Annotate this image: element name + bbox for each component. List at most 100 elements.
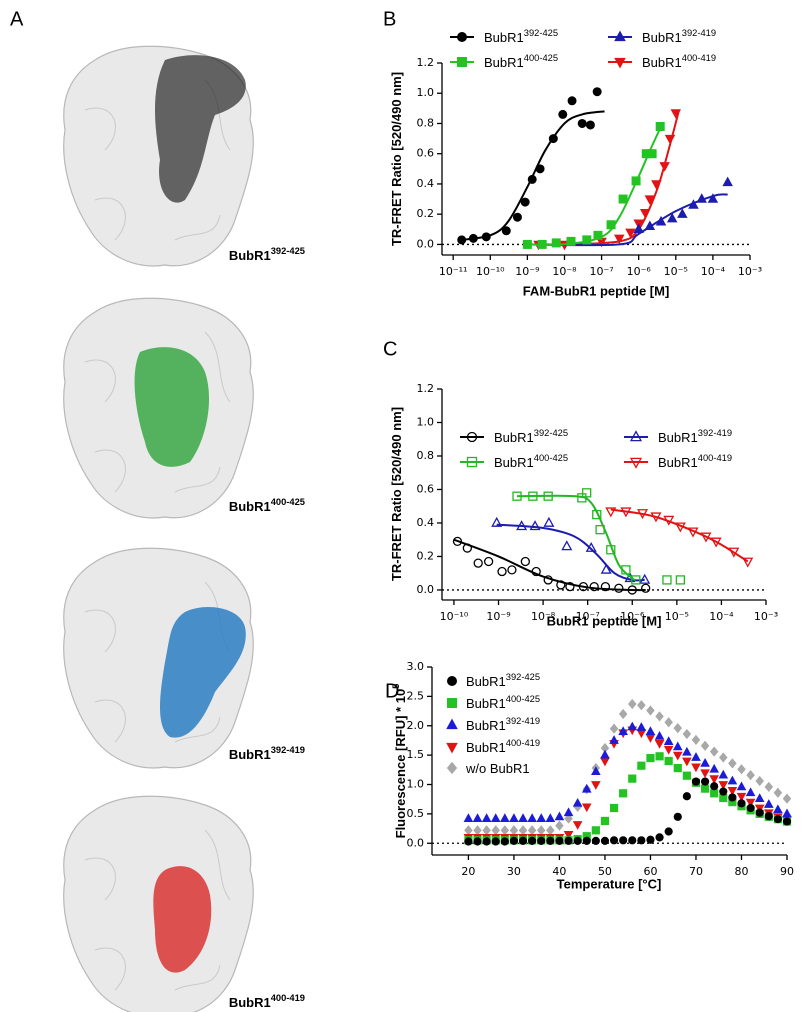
- legend-label-sup: 392-419: [506, 716, 540, 726]
- point: [512, 212, 522, 222]
- point: [710, 789, 719, 798]
- point: [691, 752, 701, 761]
- structure: [63, 795, 254, 1012]
- highlight: [160, 607, 246, 738]
- point: [700, 757, 710, 767]
- point: [682, 746, 692, 756]
- point: [582, 836, 591, 846]
- point: [528, 491, 538, 501]
- point: [592, 509, 602, 520]
- x-tick-label: 80: [734, 865, 748, 878]
- x-axis-title: Temperature [°C]: [557, 876, 662, 891]
- point: [700, 784, 710, 793]
- point: [651, 180, 662, 190]
- structure-label: BubR1400-419: [229, 993, 305, 1010]
- point: [577, 493, 587, 503]
- legend-label: BubR1392-425: [466, 672, 540, 689]
- point: [700, 777, 710, 786]
- x-axis-title: BubR1 peptide [M]: [547, 613, 662, 628]
- x-tick-label: 10⁻⁵: [664, 265, 688, 278]
- point: [646, 835, 655, 844]
- y-tick-label: 0.2: [417, 207, 435, 220]
- point: [482, 837, 491, 846]
- structure-label: BubR1400-425: [229, 497, 305, 514]
- y-tick-label: 1.2: [417, 56, 435, 69]
- point: [691, 763, 701, 773]
- point: [572, 797, 583, 807]
- x-tick-label: 10⁻³: [754, 610, 778, 623]
- point: [736, 781, 747, 791]
- legend-marker: [614, 57, 626, 69]
- point: [548, 134, 558, 144]
- legend-label-sup: 392-419: [698, 428, 732, 438]
- legend-label-main: w/o BubR1: [465, 761, 530, 776]
- panel-label: A: [10, 8, 24, 30]
- y-tick-label: 1.2: [417, 382, 435, 395]
- y-axis-title: Fluorescence [RFU] * 105: [391, 684, 408, 839]
- point: [782, 817, 792, 826]
- point: [482, 825, 491, 836]
- highlight: [155, 55, 246, 203]
- point: [644, 220, 656, 230]
- legend-label: BubR1392-425: [484, 28, 558, 45]
- point: [546, 825, 555, 836]
- point: [673, 722, 683, 734]
- point: [709, 763, 719, 773]
- point: [737, 764, 746, 775]
- x-tick-label: 70: [689, 865, 703, 878]
- legend-marker: [446, 742, 458, 754]
- point: [500, 813, 510, 822]
- legend-marker: [466, 431, 478, 443]
- point: [682, 757, 692, 767]
- point: [621, 565, 631, 575]
- x-tick-label: 10⁻⁸: [552, 265, 577, 278]
- point: [664, 827, 673, 836]
- y-tick-label: 0.2: [417, 549, 435, 562]
- point: [631, 575, 641, 585]
- point: [700, 532, 712, 543]
- highlight: [153, 866, 212, 973]
- point: [687, 527, 699, 538]
- point: [591, 836, 600, 846]
- legend-label: BubR1400-425: [484, 53, 558, 70]
- point: [727, 786, 738, 796]
- legend-label-sup: 400-419: [698, 453, 732, 463]
- structure-label: BubR1392-419: [229, 745, 305, 762]
- legend-marker: [446, 718, 458, 730]
- point: [627, 585, 637, 595]
- y-tick-label: 1.0: [417, 86, 435, 99]
- point: [591, 781, 601, 790]
- point: [618, 708, 628, 720]
- point: [518, 825, 528, 836]
- point: [558, 109, 568, 119]
- point: [670, 109, 682, 119]
- x-tick-label: 10⁻¹¹: [439, 265, 468, 278]
- point: [606, 545, 616, 555]
- y-tick-label: 2.0: [407, 719, 425, 732]
- point: [619, 836, 628, 845]
- point: [592, 87, 602, 97]
- legend-label: BubR1392-419: [642, 28, 716, 45]
- point: [631, 176, 641, 186]
- point: [737, 799, 746, 808]
- y-tick-label: 0.4: [417, 516, 435, 529]
- legend-label-main: BubR1: [494, 430, 534, 445]
- point: [509, 825, 519, 836]
- legend-label-sup: 400-425: [506, 694, 540, 704]
- point: [501, 226, 511, 236]
- point: [551, 238, 561, 248]
- legend-marker: [446, 761, 458, 775]
- point: [719, 752, 728, 763]
- legend-label-main: BubR1: [466, 718, 506, 733]
- point: [782, 808, 792, 818]
- legend-label-main: BubR1: [494, 455, 534, 470]
- legend-label-main: BubR1: [466, 674, 506, 689]
- legend-label: BubR1400-425: [494, 453, 568, 470]
- point: [520, 556, 531, 567]
- x-tick-label: 10⁻⁵: [665, 610, 689, 623]
- point: [655, 121, 665, 131]
- y-tick-label: 1.5: [407, 748, 425, 761]
- point: [565, 581, 575, 592]
- legend-label-main: BubR1: [466, 696, 506, 711]
- point: [509, 836, 519, 846]
